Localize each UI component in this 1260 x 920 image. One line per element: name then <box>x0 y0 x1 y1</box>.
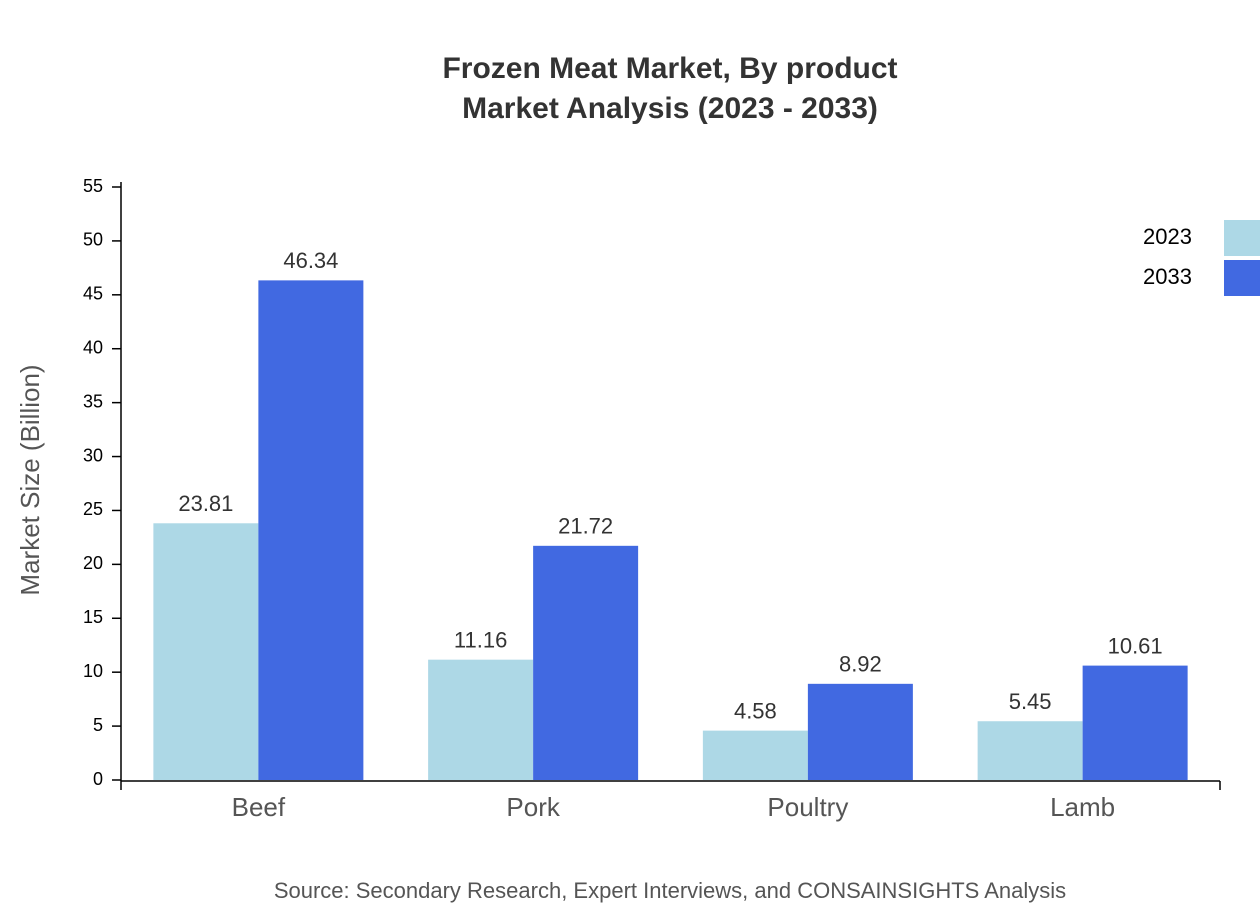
value-label: 11.16 <box>454 627 507 652</box>
bar <box>977 721 1083 780</box>
legend-swatch <box>1224 220 1260 256</box>
y-tick-label: 25 <box>83 499 103 519</box>
y-tick-label: 45 <box>83 284 103 304</box>
chart-subtitle: Market Analysis (2023 - 2033) <box>462 92 878 125</box>
value-label: 10.61 <box>1108 633 1163 658</box>
y-tick-label: 20 <box>83 553 103 573</box>
value-label: 4.58 <box>734 698 777 723</box>
y-tick-label: 15 <box>83 607 103 627</box>
source-note: Source: Secondary Research, Expert Inter… <box>274 878 1066 903</box>
y-axis-label: Market Size (Billion) <box>15 364 45 595</box>
value-label: 5.45 <box>1009 689 1052 714</box>
y-tick-label: 50 <box>83 230 103 250</box>
y-tick-label: 35 <box>83 391 103 411</box>
bar <box>807 683 913 780</box>
y-tick-label: 30 <box>83 445 103 465</box>
legend-swatch <box>1224 260 1260 296</box>
legend-label: 2033 <box>1143 264 1192 289</box>
value-label: 46.34 <box>283 248 338 273</box>
y-tick-label: 0 <box>93 769 103 789</box>
x-tick-label: Pork <box>506 792 560 822</box>
bar <box>258 280 364 780</box>
y-tick-label: 40 <box>83 337 103 357</box>
bar <box>533 545 639 780</box>
x-tick-label: Lamb <box>1050 792 1115 822</box>
bar <box>702 730 808 780</box>
y-tick-label: 5 <box>93 715 103 735</box>
bar <box>153 523 259 780</box>
x-tick-label: Poultry <box>767 792 848 822</box>
value-label: 23.81 <box>178 491 233 516</box>
y-tick-label: 10 <box>83 661 103 681</box>
bar <box>428 659 534 780</box>
value-label: 21.72 <box>558 514 613 539</box>
bar <box>1082 665 1188 780</box>
y-tick-label: 55 <box>83 176 103 196</box>
legend-label: 2023 <box>1143 224 1192 249</box>
x-tick-label: Beef <box>232 792 286 822</box>
chart-title: Frozen Meat Market, By product <box>442 52 897 85</box>
value-label: 8.92 <box>839 652 882 677</box>
